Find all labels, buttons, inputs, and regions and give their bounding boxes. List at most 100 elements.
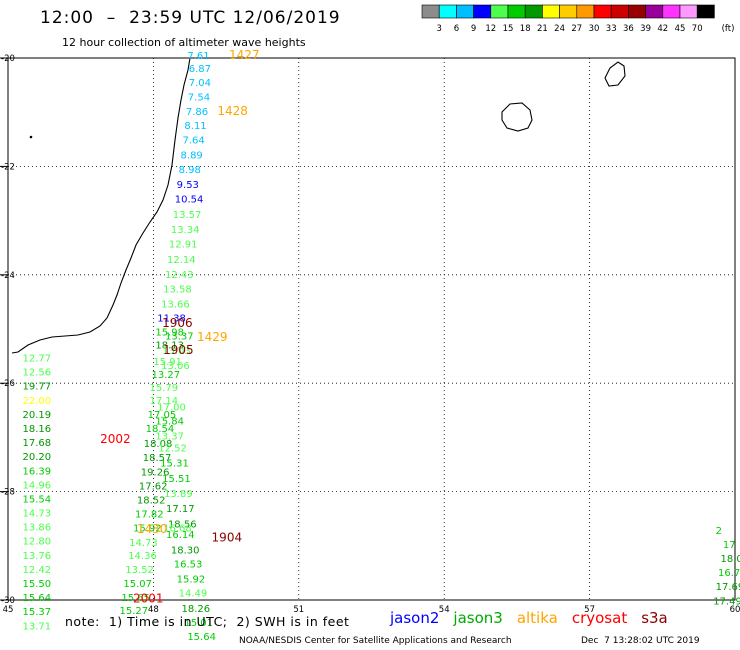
wave-height-value: 16.39 xyxy=(23,466,52,477)
legend-item-s3a: s3a xyxy=(641,609,668,627)
wave-height-value: 14.73 xyxy=(23,509,52,520)
wave-height-value: 15.65 xyxy=(121,593,150,604)
time-labels: 1427 1428 1429 1906 1905 2002 1430 1904 2001 xyxy=(100,48,259,606)
generated-timestamp: Dec 7 13:28:02 UTC 2019 xyxy=(581,636,700,646)
wave-height-value: 16.53 xyxy=(174,559,203,570)
scale-swatch xyxy=(696,4,715,19)
wave-height-value: 15.37 xyxy=(23,607,52,618)
islet-marker xyxy=(29,135,33,139)
wave-height-value: 12.56 xyxy=(23,368,52,379)
wave-height-value: 17.00 xyxy=(157,402,186,413)
pass-time-label: 2001 xyxy=(133,592,164,606)
wave-height-value: 13.89 xyxy=(164,489,193,500)
satellite-legend: jason2 jason3 altika cryosat s3a xyxy=(390,609,682,627)
legend-item-altika: altika xyxy=(516,609,558,627)
scale-label: 15 xyxy=(503,24,514,34)
wave-height-value: 13.34 xyxy=(171,225,200,236)
wave-height-value: 13.86 xyxy=(23,523,52,534)
lon-tick-label: 51 xyxy=(293,605,304,615)
wave-height-value: 19.77 xyxy=(23,382,52,393)
scale-label: 9 xyxy=(471,24,476,34)
lat-tick-label: -24 xyxy=(1,271,15,281)
lon-tick-label: 48 xyxy=(148,605,159,615)
wave-height-value: 8.89 xyxy=(181,150,203,161)
wave-height-value: 9.53 xyxy=(177,180,199,191)
wave-height-value: 17.82 xyxy=(135,510,164,521)
lat-tick-label: -26 xyxy=(1,379,15,389)
wave-height-value: 14.73 xyxy=(129,538,158,549)
wave-height-value: 12.43 xyxy=(165,270,194,281)
wave-height-value: 13.71 xyxy=(23,621,52,632)
wave-height-value: 18.16 xyxy=(23,424,52,435)
pass-time-label: 2002 xyxy=(100,432,131,446)
page-title: 12:00 – 23:59 UTC 12/06/2019 xyxy=(40,8,341,28)
wave-height-value: 15.51 xyxy=(162,474,191,485)
lat-tick-label: -30 xyxy=(1,596,15,606)
scale-label: 3 xyxy=(436,24,441,34)
wave-height-value: 17.68 xyxy=(23,438,52,449)
wave-height-value: 7.61 xyxy=(187,51,209,62)
wave-height-value: 16.14 xyxy=(166,530,195,541)
lon-tick-label: 54 xyxy=(439,605,450,615)
lat-tick-label: -28 xyxy=(1,488,15,498)
wave-height-value: 16.72 xyxy=(718,568,740,579)
wave-height-value: 14.49 xyxy=(179,589,208,600)
wave-height-value: 7.54 xyxy=(188,92,210,103)
scale-unit: (ft) xyxy=(722,24,735,34)
wave-height-value: 17.62 xyxy=(139,481,168,492)
wave-height-value: 15.27 xyxy=(119,606,148,617)
wave-height-value: 7.04 xyxy=(189,78,211,89)
scale-label: 33 xyxy=(606,24,617,34)
wave-height-value: 13.06 xyxy=(161,361,190,372)
wave-height-value: 12.52 xyxy=(158,443,187,454)
wave-height-value: 8.98 xyxy=(179,165,201,176)
credit-text: NOAA/NESDIS Center for Satellite Applica… xyxy=(239,636,512,646)
wave-height-value: 15.92 xyxy=(133,524,162,535)
wave-height-value: 13.76 xyxy=(23,551,52,562)
map-frame xyxy=(7,57,736,601)
pass-time-label: 1904 xyxy=(212,530,243,544)
pass-time-label: 1429 xyxy=(197,330,228,344)
scale-label: 24 xyxy=(554,24,565,34)
map-grid xyxy=(8,58,735,600)
wave-height-value: 15.64 xyxy=(23,593,52,604)
lat-tick-label: -20 xyxy=(1,54,15,64)
wave-height-value: 13.66 xyxy=(161,299,190,310)
wave-height-value: 17.69 xyxy=(716,582,740,593)
map-axis-ticks: 45 48 51 54 57 60 -20 -22 -24 -26 -28 -30 xyxy=(0,54,740,615)
wave-height-value: 18.26 xyxy=(182,604,211,615)
wave-height-value: 18.30 xyxy=(171,545,200,556)
wave-height-value: 7.86 xyxy=(186,107,208,118)
wave-height-value: 6.87 xyxy=(189,64,211,75)
pass-time-label: 1430 xyxy=(137,522,168,536)
pass-time-label: 1906 xyxy=(162,316,193,330)
coastline xyxy=(11,57,626,354)
scale-label: 30 xyxy=(589,24,600,34)
wave-height-value: 17.05 xyxy=(148,410,177,421)
wave-height-value: 13.52 xyxy=(125,565,154,576)
wave-height-value: 17.14 xyxy=(150,396,179,407)
wave-height-value: 14.36 xyxy=(128,551,157,562)
wave-height-value: 22.00 xyxy=(23,396,52,407)
wave-height-value: 16.68 xyxy=(163,524,192,535)
wave-height-value: 13.03 xyxy=(162,346,191,357)
scale-label: 36 xyxy=(623,24,634,34)
wave-height-value: 20.19 xyxy=(23,410,52,421)
page-subtitle: 12 hour collection of altimeter wave hei… xyxy=(62,36,306,49)
scale-label: 45 xyxy=(675,24,686,34)
wave-height-value: 12.80 xyxy=(23,537,52,548)
wave-height-value: 15.07 xyxy=(123,579,152,590)
wave-height-value: 15.31 xyxy=(160,459,189,470)
wave-height-value: 18.13 xyxy=(155,341,184,352)
wave-height-value: 18.54 xyxy=(146,424,175,435)
wave-height-value: 12.14 xyxy=(167,255,196,266)
wave-height-value: 19.26 xyxy=(141,467,170,478)
wave-height-value: 18.52 xyxy=(137,496,166,507)
wave-height-value: 15.01 xyxy=(184,618,213,629)
wave-height-value: 15.64 xyxy=(187,632,216,643)
wave-height-value: 13.37 xyxy=(165,331,194,342)
pass-time-label: 1427 xyxy=(229,48,260,62)
lon-tick-label: 57 xyxy=(584,605,595,615)
lat-tick-label: -22 xyxy=(1,162,15,172)
